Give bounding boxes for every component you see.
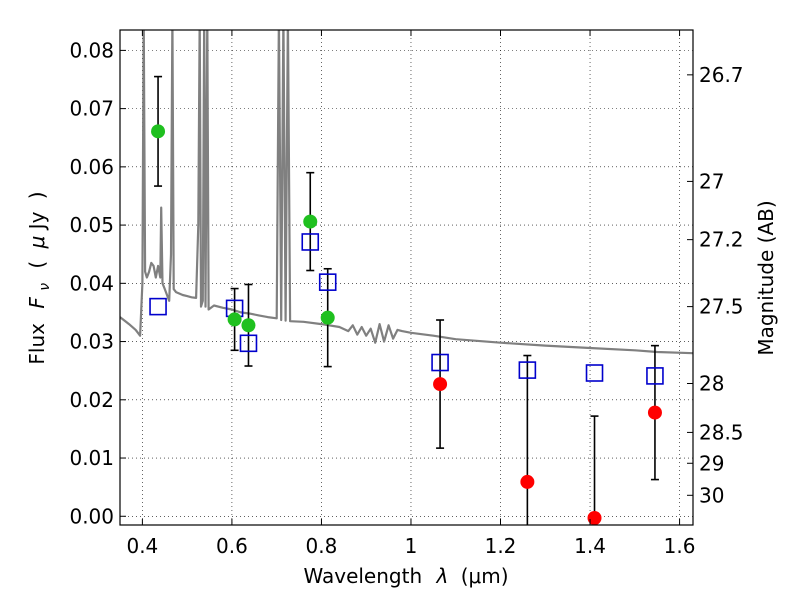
detection-point [241,318,256,333]
model-photometry-square [646,367,664,385]
y-tick-label: 0.05 [69,213,114,237]
y-tick-label: 0.00 [69,504,114,528]
y-axis-label-text: Flux [25,323,49,365]
y-tick-label: 0.08 [69,38,114,62]
y-axis-label-unit-close: ) [25,191,49,199]
detection-point [227,312,242,327]
nondetection-point [433,377,448,392]
y-axis-label-unit-symbol: μ [25,236,49,250]
model-photometry-square [239,334,258,353]
y-tick-label: 0.03 [69,330,114,354]
grid-lines [120,30,693,525]
model-photometry-square [301,233,320,251]
y-axis-label-unit-rest: Jy [25,211,49,231]
plot-frame [119,29,694,526]
y2-tick-label: 28.5 [699,420,744,444]
y-axis-label-unit-open: ( [25,261,49,269]
y-axis-label-subscript: ν [37,283,53,291]
y-tick-label: 0.01 [69,446,114,470]
model-photometry-square [518,361,537,379]
nondetection-point [647,405,662,420]
nondetection-point [587,511,602,525]
x-tick-label: 1.4 [574,534,606,558]
x-tick-label: 1.2 [485,534,517,558]
y-tick-label: 0.07 [69,97,114,121]
axes: 0.4 0.6 0.8 1 1.2 1.4 1.6 0.00 0.01 0.02 0.03 0.04 0… [69,30,744,558]
x-tick-label: 1.6 [664,534,696,558]
y-tick-label: 0.02 [69,388,114,412]
x-axis-label-text: Wavelength [303,564,422,588]
y2-tick-label: 27 [699,169,724,193]
sed-model-line [120,30,693,355]
x-axis-label-symbol: λ [436,564,449,588]
model-photometry-square [149,297,167,316]
y2-tick-label: 26.7 [699,63,744,87]
detection-point [303,214,318,229]
plot-area [120,30,693,525]
y2-tick-label: 28 [699,371,724,395]
model-photometry-square [585,364,604,382]
detection-point [320,310,335,325]
nondetection-point [520,474,535,489]
x-tick-label: 1 [405,534,418,558]
y-tick-label: 0.04 [69,271,114,295]
y2-tick-label: 27.5 [699,295,744,319]
x-tick-label: 0.6 [216,534,248,558]
y2-axis-label: Magnitude (AB) [754,200,778,355]
x-tick-label: 0.8 [306,534,338,558]
x-axis-label: Wavelength λ (μm) [303,564,508,588]
y2-tick-label: 30 [699,483,724,507]
y-tick-label: 0.06 [69,155,114,179]
y-axis-label: Flux F ν ( μ Jy ) [25,191,54,364]
model-photometry-square [318,273,337,291]
y2-tick-label: 29 [699,451,724,475]
y2-tick-label: 27.2 [699,228,744,252]
x-tick-label: 0.4 [126,534,158,558]
x-axis-label-unit: (μm) [461,564,509,588]
model-photometry-square [431,353,449,372]
detection-point [151,124,166,139]
y-axis-label-symbol: F [25,297,49,309]
